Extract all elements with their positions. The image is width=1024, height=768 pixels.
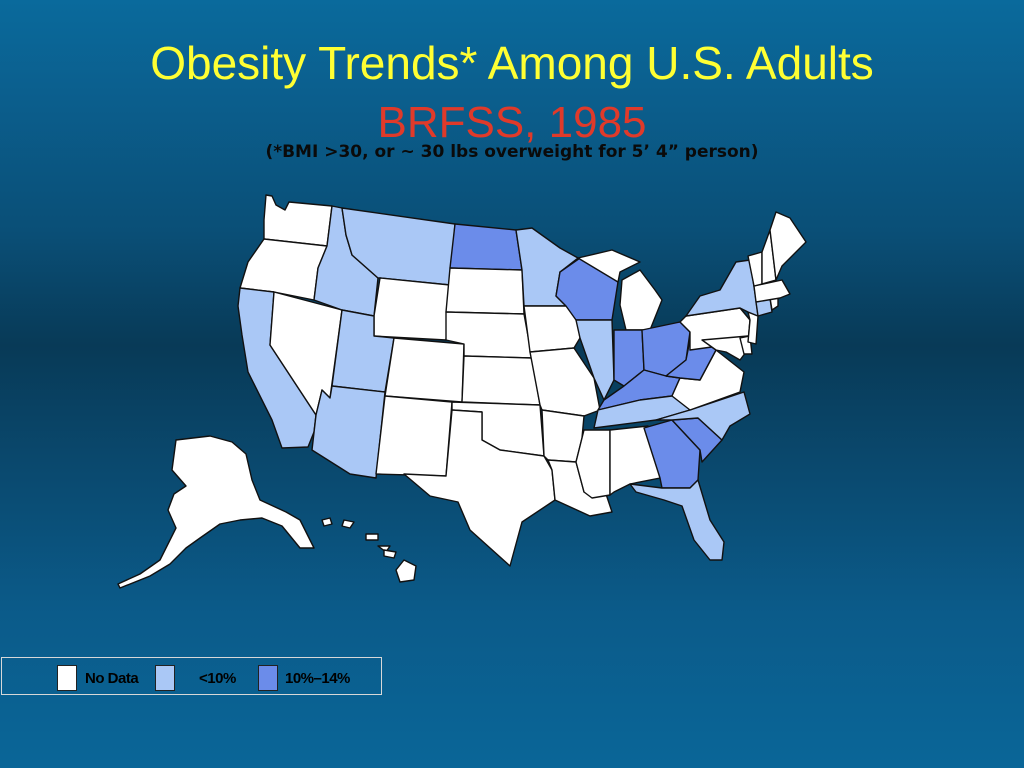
state-az [311, 385, 386, 479]
state-me [769, 211, 807, 281]
state-nm [375, 395, 453, 477]
state-fl [629, 479, 725, 561]
state-mi [577, 249, 663, 331]
state-nj [747, 311, 759, 345]
legend-swatch [155, 665, 175, 691]
state-ak [117, 435, 315, 589]
state-wy [373, 277, 451, 341]
title-line-2: BRFSS, 1985 [377, 98, 647, 147]
state-ks [461, 355, 541, 406]
subtitle-note: (*BMI >30, or ~ 30 lbs overweight for 5’… [265, 142, 759, 162]
legend-swatch [258, 665, 278, 691]
legend-swatch [57, 665, 77, 691]
state-ny [685, 259, 759, 317]
legend-label: 10%–14% [285, 670, 350, 687]
title-line-1: Obesity Trends* Among U.S. Adults [150, 37, 874, 89]
state-tx [403, 409, 556, 567]
legend: No Data <10% 10%–14% [1, 657, 382, 695]
state-ma [753, 279, 791, 303]
state-sd [445, 267, 525, 315]
state-wa [263, 194, 333, 247]
state-co [384, 337, 465, 403]
state-mo [529, 347, 601, 417]
legend-label: No Data [85, 670, 139, 687]
state-hi [321, 517, 417, 583]
state-nd [449, 223, 523, 271]
legend-label: <10% [199, 670, 236, 687]
